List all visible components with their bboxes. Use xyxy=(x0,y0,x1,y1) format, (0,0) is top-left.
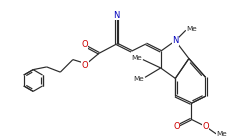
Text: Me: Me xyxy=(131,55,142,61)
Text: N: N xyxy=(172,36,179,45)
Text: O: O xyxy=(173,122,180,131)
Text: Me: Me xyxy=(217,131,227,137)
Text: O: O xyxy=(202,122,209,131)
Text: O: O xyxy=(82,61,88,70)
Text: Me: Me xyxy=(133,76,144,82)
Text: O: O xyxy=(81,40,88,49)
Text: N: N xyxy=(114,10,120,20)
Text: Me: Me xyxy=(187,26,197,32)
